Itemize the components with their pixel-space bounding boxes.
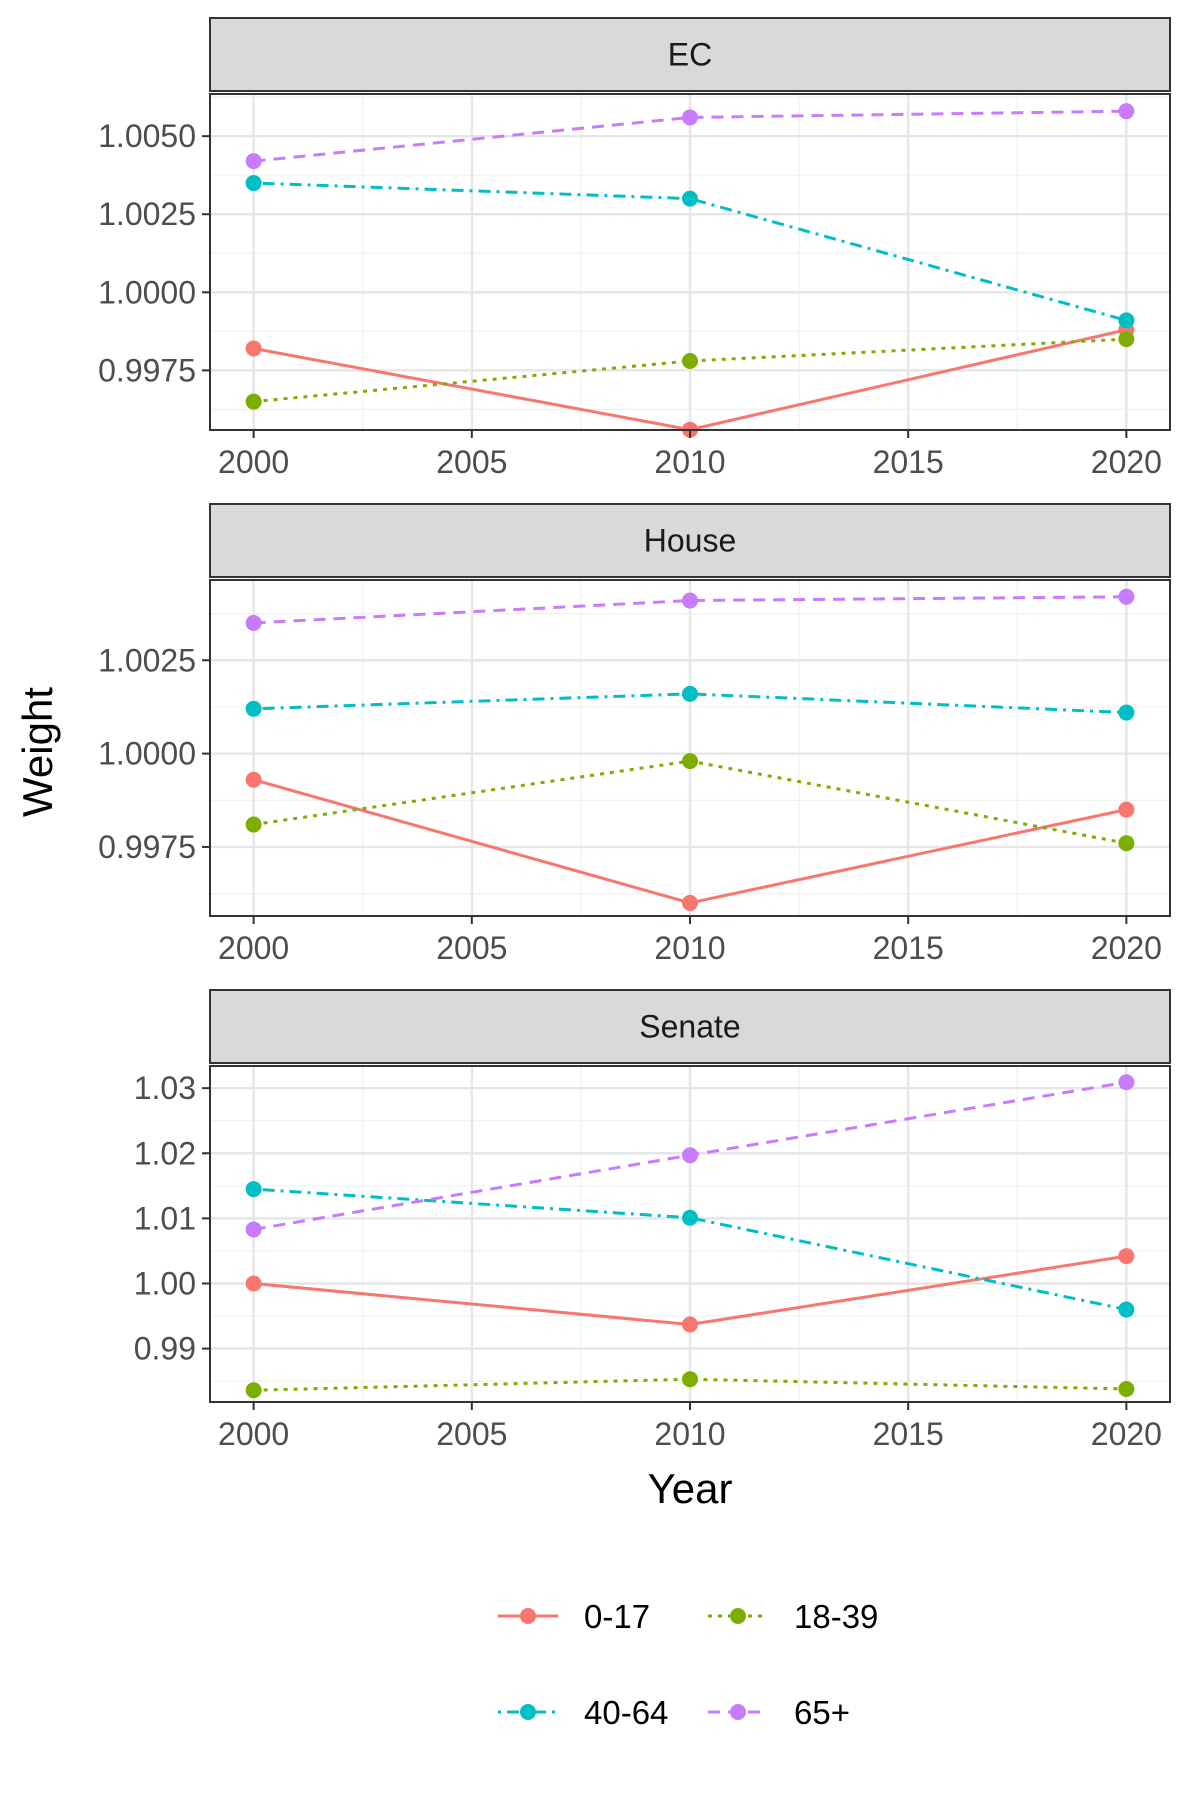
data-point-18-39 [682,1371,698,1388]
x-tick-label: 2020 [1091,1416,1162,1452]
x-tick-label: 2015 [873,930,944,966]
x-tick-label: 2010 [654,1416,725,1452]
chart-legend: 0-17 18-39 40-64 65+ [498,1598,878,1731]
data-point-65 [1118,1074,1135,1091]
chart-panels: EC 0.9975 1.0000 1.0025 1.0050 2000 2005 2010 20… [98,17,1171,1452]
data-point-0-17 [245,771,262,788]
x-tick-label: 2000 [218,444,289,480]
y-tick-label: 0.9975 [98,352,196,388]
panel-house: House 0.9975 1.0000 1.0025 2000 2005 2010 2015 2… [98,503,1171,966]
data-point-40-64 [245,1181,262,1198]
series-line-40-64 [253,181,1127,322]
legend-item-40-64: 40-64 [498,1694,668,1731]
series-line-65 [253,109,1127,163]
panel-ec: EC 0.9975 1.0000 1.0025 1.0050 2000 2005 2010 20… [98,17,1171,480]
legend-label: 18-39 [794,1598,878,1635]
y-tick-label: 1.00 [134,1265,196,1301]
y-tick-label: 1.0050 [98,118,196,154]
data-point-0-17 [245,340,262,357]
data-point-0-17 [682,1316,698,1333]
data-point-65 [682,109,698,126]
y-tick-label: 0.99 [134,1331,196,1367]
y-tick-label: 1.0025 [98,196,196,232]
panel-strip [209,989,1171,1064]
x-tick-label: 2015 [873,444,944,480]
x-tick-label: 2000 [218,930,289,966]
data-point-18-39 [682,352,698,369]
data-point-18-39 [1118,835,1135,852]
data-point-40-64 [1118,704,1135,721]
x-tick-label: 2020 [1091,444,1162,480]
legend-item-18-39: 18-39 [708,1598,878,1635]
series-line-40-64 [253,1187,1127,1312]
data-point-18-39 [245,816,262,833]
legend-key-point [520,1704,536,1720]
data-point-65 [245,1221,262,1238]
series-line-40-64 [253,692,1127,715]
data-point-40-64 [245,174,262,191]
data-point-65 [1118,103,1135,120]
x-tick-label: 2005 [436,1416,507,1452]
panel-strip [209,503,1171,578]
x-tick-label: 2005 [436,444,507,480]
data-point-0-17 [1118,1248,1135,1265]
x-tick-label: 2010 [654,930,725,966]
y-tick-label: 1.0000 [98,274,196,310]
data-point-18-39 [1118,1380,1135,1397]
data-point-40-64 [1118,312,1135,329]
legend-label: 65+ [794,1694,850,1731]
panel-senate: Senate 0.99 1.00 1.01 1.02 1.03 2000 2005 2010 20… [134,989,1171,1452]
data-point-65 [1118,588,1135,605]
data-point-0-17 [1118,801,1135,818]
data-point-40-64 [682,685,698,702]
y-axis-title: Weight [14,687,61,817]
data-point-40-64 [682,190,698,207]
legend-item-0-17: 0-17 [498,1598,650,1635]
series-line-65 [253,595,1127,625]
y-tick-label: 1.0000 [98,736,196,772]
legend-key-point [520,1608,536,1624]
panel-title: House [644,523,737,559]
x-tick-label: 2015 [873,1416,944,1452]
legend-key-point [730,1608,746,1624]
y-tick-label: 1.01 [134,1200,196,1236]
x-tick-label: 2020 [1091,930,1162,966]
data-point-65 [682,592,698,609]
legend-label: 40-64 [584,1694,668,1731]
y-tick-label: 1.0025 [98,642,196,678]
data-point-18-39 [1118,331,1135,348]
panel-title: Senate [639,1009,740,1045]
data-point-65 [245,153,262,170]
data-point-40-64 [245,700,262,717]
data-point-0-17 [682,894,698,911]
data-point-65 [245,614,262,631]
legend-key-point [730,1704,746,1720]
x-tick-label: 2000 [218,1416,289,1452]
y-tick-label: 1.03 [134,1070,196,1106]
data-point-40-64 [1118,1301,1135,1318]
data-point-40-64 [682,1209,698,1226]
legend-label: 0-17 [584,1598,650,1635]
data-point-18-39 [245,1382,262,1399]
y-tick-label: 1.02 [134,1135,196,1171]
x-tick-label: 2005 [436,930,507,966]
data-point-18-39 [682,753,698,770]
x-tick-label: 2010 [654,444,725,480]
data-point-0-17 [245,1275,262,1292]
panel-title: EC [668,37,712,73]
data-point-65 [682,1147,698,1164]
legend-item-65: 65+ [708,1694,850,1731]
x-axis-title: Year [648,1465,733,1512]
y-tick-label: 0.9975 [98,829,196,865]
panel-strip [209,17,1171,92]
data-point-18-39 [245,393,262,410]
